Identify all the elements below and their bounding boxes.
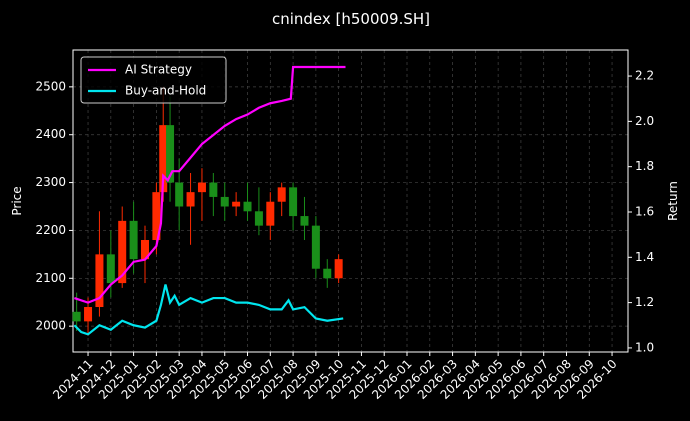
y2-tick-label: 1.4 <box>635 250 654 264</box>
candle-body <box>220 196 229 207</box>
candle-body <box>175 182 184 207</box>
candle-body <box>323 268 332 279</box>
candle-body <box>186 192 195 207</box>
candle-body <box>84 307 93 322</box>
y2-tick-label: 2.2 <box>635 69 654 83</box>
candle-body <box>334 259 343 279</box>
candle-body <box>243 201 252 212</box>
legend-label: AI Strategy <box>125 63 192 77</box>
y2-axis-label: Return <box>666 181 680 221</box>
y2-tick-label: 1.8 <box>635 159 654 173</box>
y-axis-label: Price <box>10 186 24 215</box>
candle-body <box>254 211 263 226</box>
y-tick-label: 2000 <box>35 319 66 333</box>
series-line <box>73 284 344 336</box>
candle-body <box>129 220 138 260</box>
candle-body <box>118 220 127 284</box>
y-tick-label: 2400 <box>35 127 66 141</box>
y2-tick-label: 2.0 <box>635 114 654 128</box>
candle-body <box>232 201 241 207</box>
candle-body <box>95 254 104 308</box>
y2-tick-label: 1.6 <box>635 204 654 218</box>
candle-body <box>209 182 218 197</box>
candle-body <box>289 187 298 217</box>
legend-label: Buy-and-Hold <box>125 84 206 98</box>
candle-body <box>72 311 81 322</box>
candle-body <box>166 125 175 183</box>
legend-box <box>80 56 227 104</box>
candle-body <box>277 187 286 202</box>
series-line <box>74 65 346 304</box>
candle-body <box>159 125 168 193</box>
candle-body <box>140 240 149 260</box>
y2-tick-label: 1.0 <box>635 340 654 354</box>
y2-tick-label: 1.2 <box>635 295 654 309</box>
y-tick-label: 2100 <box>35 271 66 285</box>
y-tick-label: 2500 <box>35 79 66 93</box>
candle-body <box>197 182 206 193</box>
candle-body <box>311 225 320 269</box>
plot-frame <box>72 49 629 353</box>
candle-body <box>300 216 309 226</box>
y-tick-label: 2300 <box>35 175 66 189</box>
candle-body <box>266 201 275 226</box>
candle-body <box>152 192 161 241</box>
y-tick-label: 2200 <box>35 223 66 237</box>
chart-title: cnindex [h50009.SH] <box>272 10 430 28</box>
candle-body <box>106 254 115 284</box>
